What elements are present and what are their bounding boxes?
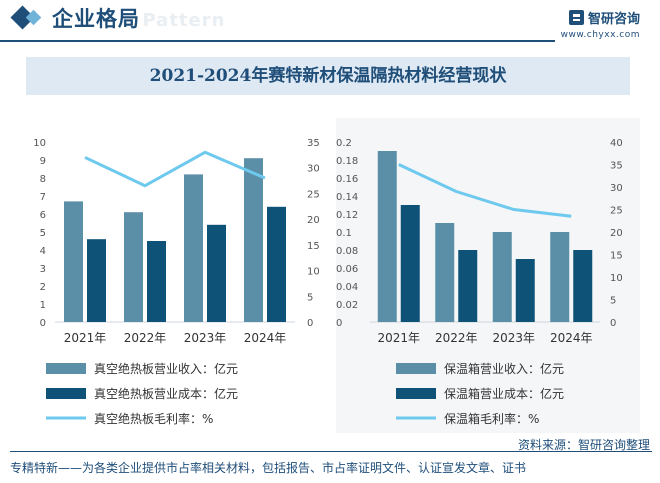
- vip-bar-revenue: [64, 201, 83, 322]
- vip-right-tick-label: 0: [307, 318, 313, 329]
- source-note: 资料来源：智研咨询整理: [517, 438, 650, 452]
- box-bar-cost: [400, 205, 420, 322]
- box-left-tick-label: 0.04: [336, 282, 358, 293]
- chart-insulated-box: 0 0.02 0.04 0.06 0.08 0.1 0.12 0.14 0.16 0.18 0.2 0…: [336, 138, 623, 426]
- vip-x-tick-label: 2021年: [64, 331, 107, 345]
- page-header: e Pattern 企业格局 智研咨询 www.chyxx.com: [0, 0, 660, 42]
- box-left-tick-label: 0: [336, 318, 342, 329]
- vip-right-tick-label: 10: [307, 267, 320, 278]
- vip-legend-swatch: [46, 388, 86, 399]
- box-left-tick-label: 0.14: [336, 192, 358, 203]
- box-left-tick-label: 0.02: [336, 300, 358, 311]
- box-bar-cost: [515, 259, 535, 322]
- box-legend-swatch: [396, 388, 436, 399]
- box-left-tick-label: 0.06: [336, 264, 358, 275]
- vip-left-tick-label: 0: [40, 318, 46, 329]
- vip-x-tick-label: 2022年: [124, 331, 167, 345]
- brand-logo-icon: [568, 10, 584, 25]
- vip-left-tick-label: 2: [40, 282, 46, 293]
- box-x-tick-label: 2021年: [377, 331, 420, 345]
- box-right-tick-label: 10: [610, 273, 623, 284]
- box-right-tick-label: 25: [610, 206, 623, 217]
- box-margin-line: [398, 163, 572, 218]
- chart-title: 2021-2024年赛特新材保温隔热材料经营现状: [149, 66, 507, 86]
- box-right-tick-label: 5: [610, 296, 616, 307]
- vip-legend-label: 真空绝热板营业收入：亿元: [94, 361, 238, 376]
- vip-left-tick-label: 10: [33, 138, 46, 149]
- vip-right-tick-label: 25: [307, 189, 320, 200]
- box-bar-revenue: [550, 232, 570, 322]
- footer-text: 专精特新——为各类企业提供市占率相关材料，包括报告、市占率证明文件、认证宣发文章…: [10, 461, 527, 475]
- box-right-tick-label: 15: [610, 251, 623, 262]
- box-x-tick-label: 2023年: [492, 331, 535, 345]
- vip-bar-cost: [267, 206, 286, 322]
- box-right-tick-label: 0: [610, 318, 616, 329]
- vip-bar-revenue: [124, 212, 143, 322]
- vip-left-tick-label: 4: [40, 246, 46, 257]
- box-left-tick-label: 0.2: [336, 138, 352, 149]
- vip-legend-swatch: [46, 363, 86, 374]
- vip-legend-label: 真空绝热板毛利率：%: [94, 411, 213, 426]
- vip-margin-line: [84, 150, 266, 188]
- vip-right-tick-label: 20: [307, 215, 320, 226]
- box-bar-revenue: [377, 151, 397, 322]
- vip-right-tick-label: 15: [307, 241, 320, 252]
- box-left-tick-label: 0.08: [336, 246, 358, 257]
- vip-legend-label: 真空绝热板营业成本：亿元: [94, 386, 238, 401]
- box-bar-cost: [458, 250, 478, 322]
- brand-url[interactable]: www.chyxx.com: [560, 30, 640, 40]
- box-legend-label: 保温箱营业收入：亿元: [444, 361, 564, 376]
- box-right-tick-label: 35: [610, 161, 623, 172]
- vip-left-tick-label: 1: [40, 300, 46, 311]
- box-left-tick-label: 0.18: [336, 156, 358, 167]
- header-divider: [0, 40, 555, 42]
- vip-bar-cost: [207, 224, 226, 322]
- box-right-tick-label: 40: [610, 138, 623, 149]
- box-left-tick-label: 0.1: [336, 228, 352, 239]
- box-legend-label: 保温箱毛利率：%: [444, 411, 539, 426]
- footer-divider: [10, 451, 652, 452]
- vip-bar-cost: [147, 241, 166, 322]
- box-legend-swatch: [396, 363, 436, 374]
- vip-left-tick-label: 7: [40, 192, 46, 203]
- box-right-tick-label: 20: [610, 228, 623, 239]
- vip-left-tick-label: 6: [40, 210, 46, 221]
- box-left-tick-label: 0.12: [336, 210, 358, 221]
- brand[interactable]: 智研咨询: [568, 8, 640, 27]
- vip-left-tick-label: 8: [40, 174, 46, 185]
- vip-right-tick-label: 35: [307, 138, 320, 149]
- box-bar-cost: [573, 250, 593, 322]
- brand-name: 智研咨询: [587, 12, 640, 27]
- title-band: [26, 57, 630, 95]
- chart-vacuum-insulation-panel: 0 1 2 3 4 5 6 7 8 9 10 0 5 10 15 20 25 30 35 2021年 2022年 2023…: [33, 138, 320, 426]
- vip-left-tick-label: 5: [40, 228, 46, 239]
- vip-left-tick-label: 3: [40, 264, 46, 275]
- box-bar-revenue: [492, 232, 512, 322]
- vip-x-tick-label: 2024年: [244, 331, 287, 345]
- vip-right-tick-label: 5: [307, 292, 313, 303]
- box-left-tick-label: 0.16: [336, 174, 358, 185]
- vip-left-tick-label: 9: [40, 156, 46, 167]
- box-legend-swatch: [396, 416, 436, 420]
- vip-right-tick-label: 30: [307, 164, 320, 175]
- box-x-tick-label: 2022年: [435, 331, 478, 345]
- box-right-tick-label: 30: [610, 183, 623, 194]
- box-bar-revenue: [435, 223, 455, 322]
- header-watermark: e Pattern: [122, 10, 226, 31]
- section-title: 企业格局: [52, 7, 140, 31]
- vip-bar-cost: [87, 239, 106, 322]
- box-x-tick-label: 2024年: [550, 331, 593, 345]
- vip-x-tick-label: 2023年: [184, 331, 227, 345]
- vip-bar-revenue: [244, 158, 263, 322]
- vip-bar-revenue: [184, 174, 203, 322]
- box-legend-label: 保温箱营业成本：亿元: [444, 386, 564, 401]
- vip-legend-swatch: [46, 416, 86, 420]
